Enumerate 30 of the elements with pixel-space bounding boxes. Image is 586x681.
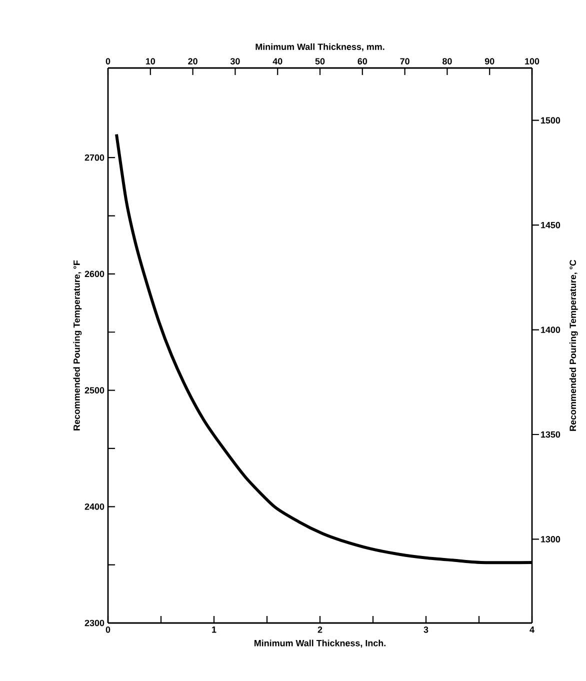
y-tick-label: 2600 (84, 270, 104, 278)
y-tick-label: 2700 (84, 154, 104, 161)
y2-tick-label: 1300 (541, 536, 560, 542)
x2-axis-title: Minimum Wall Thickness, mm. (256, 43, 384, 52)
y-tick-label: 2300 (84, 620, 104, 626)
y2-tick-label: 1400 (541, 326, 560, 333)
x-tick-label: 0 (106, 626, 110, 633)
y2-tick-label: 1350 (541, 431, 560, 438)
x-tick-label: 4 (530, 626, 534, 633)
x-axis-title: Minimum Wall Thickness, Inch. (254, 640, 386, 648)
y-tick-label: 2500 (84, 387, 104, 394)
x-tick-label: 1 (212, 626, 216, 633)
x2-tick-label: 50 (315, 58, 325, 64)
x2-tick-label: 30 (230, 58, 240, 64)
x2-tick-label: 10 (146, 58, 156, 64)
y-axis-title: Recommended Pouring Temperature, °F (73, 260, 82, 430)
x-tick-label: 3 (424, 626, 428, 633)
x2-tick-label: 0 (106, 58, 110, 64)
y-tick-label: 2400 (84, 503, 104, 510)
x2-tick-label: 40 (272, 58, 282, 64)
x2-tick-label: 70 (400, 58, 410, 64)
x2-tick-label: 100 (525, 58, 540, 64)
x2-tick-label: 20 (188, 58, 198, 64)
y2-axis-title: Recommended Pouring Temperature, °C (569, 260, 578, 431)
y2-tick-label: 1450 (541, 222, 560, 228)
x2-tick-label: 60 (358, 58, 368, 64)
y2-tick-label: 1500 (541, 117, 560, 124)
x2-tick-label: 90 (484, 58, 494, 64)
x-tick-label: 2 (318, 626, 322, 633)
x2-tick-label: 80 (442, 58, 452, 64)
